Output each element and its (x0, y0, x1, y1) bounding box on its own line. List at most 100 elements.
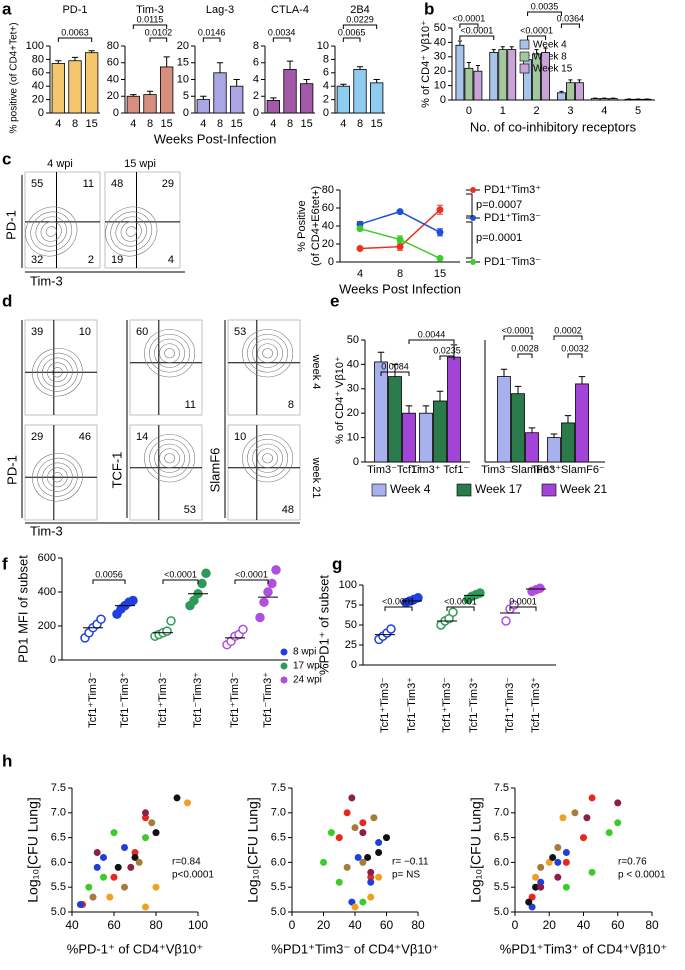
x-axis-label: No. of co-inhibitory receptors (470, 119, 637, 134)
data-point (367, 878, 375, 886)
p-value: 0.0146 (198, 27, 226, 37)
data-point (89, 893, 97, 901)
error-bar (578, 376, 586, 384)
error-bar (514, 385, 522, 394)
x-tick-label: 15 (434, 268, 446, 280)
data-point (359, 829, 367, 837)
panel-letter: d (2, 291, 12, 310)
y-axis-label: (of CD4+E6tet+) (310, 186, 322, 266)
x-tick-label: Tcf1⁻Tim3⁺ (192, 672, 204, 728)
y-tick-label: 80 (32, 53, 44, 65)
y-tick-label: 0 (38, 107, 44, 119)
p-value: p=0.0007 (476, 199, 522, 211)
x-tick-label: 4 (357, 268, 363, 280)
significance-bracket (342, 37, 361, 42)
bar (489, 52, 499, 101)
error-bar (146, 90, 154, 95)
y-axis-label: SlamF6 (207, 448, 222, 493)
quadrant-value: 2 (88, 254, 94, 266)
quadrant-value: 53 (184, 504, 196, 516)
data-point (375, 848, 383, 856)
error-bar (550, 433, 558, 438)
contour (45, 226, 57, 237)
y-tick-label: 7.0 (51, 807, 66, 819)
error-bar (200, 95, 207, 100)
y-axis-label: % of CD4⁺ Vβ10⁺ (334, 356, 346, 444)
y-tick-label: 6.5 (271, 832, 286, 844)
data-point (93, 863, 101, 871)
error-bar (270, 97, 277, 101)
bar (85, 52, 99, 114)
y-tick-label: 4 (323, 80, 329, 92)
contour (257, 448, 278, 469)
error-bar (543, 47, 548, 53)
x-tick-label: Tcf1⁻Tim3⁺ (530, 677, 542, 733)
p-value: <0.0001 (444, 596, 477, 606)
data-point (142, 834, 149, 842)
annotation: p < 0.0001 (618, 870, 666, 881)
error-bar (303, 79, 310, 84)
data-point (271, 565, 281, 575)
data-point (166, 616, 176, 626)
y-tick-label: 0 (323, 107, 329, 119)
error-bar (564, 415, 572, 423)
plot-frame (104, 171, 181, 269)
p-value: <0.0001 (164, 569, 197, 579)
error-bar (377, 351, 385, 362)
data-point (367, 868, 375, 876)
legend-label: Week 21 (560, 482, 607, 496)
p-value: <0.0001 (520, 25, 553, 35)
data-point (614, 819, 622, 827)
data-point (263, 587, 273, 597)
quadrant-value: 32 (31, 254, 43, 266)
p-value: 0.0065 (338, 27, 366, 37)
x-tick-label: 60 (611, 918, 625, 932)
contour (144, 434, 196, 483)
bar (575, 82, 584, 101)
bar (547, 437, 561, 463)
data-point (320, 858, 327, 866)
quadrant-value: 10 (79, 326, 91, 338)
plot-frame (129, 424, 203, 521)
x-tick-label: Tcf1⁺Tim3⁻ (229, 672, 241, 728)
y-tick-label: 5.0 (51, 906, 66, 918)
x-tick-label: 40 (65, 918, 79, 932)
y-tick-label: 10 (317, 40, 329, 52)
bar (541, 52, 550, 101)
plot-frame (227, 424, 301, 521)
data-point (100, 873, 107, 881)
y-tick-label: 5.5 (494, 881, 509, 893)
data-point (554, 873, 562, 881)
contour (247, 438, 289, 478)
bar (374, 361, 388, 463)
data-point (162, 626, 172, 636)
x-tick-label: 8 (147, 118, 153, 130)
data-point (127, 863, 135, 871)
p-value: 0.0002 (554, 325, 582, 335)
y-tick-label: 0 (351, 659, 357, 671)
data-point (131, 853, 139, 861)
significance-bracket (567, 353, 583, 358)
significance-bracket (162, 579, 199, 584)
error-bar (216, 62, 224, 73)
x-axis-label: %PD-1⁺ of CD4⁺Vβ10⁺ (67, 941, 203, 956)
x-tick-label: 15 (86, 118, 98, 130)
data-point (554, 844, 562, 852)
chart-title: Lag-3 (206, 4, 234, 16)
contour (149, 438, 191, 478)
y-tick-label: 40 (107, 73, 119, 85)
data-point (114, 863, 122, 871)
y-tick-label: 7.5 (51, 782, 66, 794)
x-tick-label: 5 (635, 105, 641, 117)
chart-title: PD-1 (62, 4, 87, 16)
y-axis-label: PD-1 (3, 210, 18, 240)
contour (154, 338, 186, 368)
quadrant-value: 29 (31, 431, 43, 443)
significance-bracket (342, 24, 378, 29)
bar (507, 49, 517, 101)
x-tick-label: Tcf1⁻Tim3⁺ (262, 672, 274, 728)
error-bar (534, 49, 539, 54)
data-point (562, 858, 570, 866)
bar (402, 412, 416, 463)
contour (115, 216, 147, 247)
